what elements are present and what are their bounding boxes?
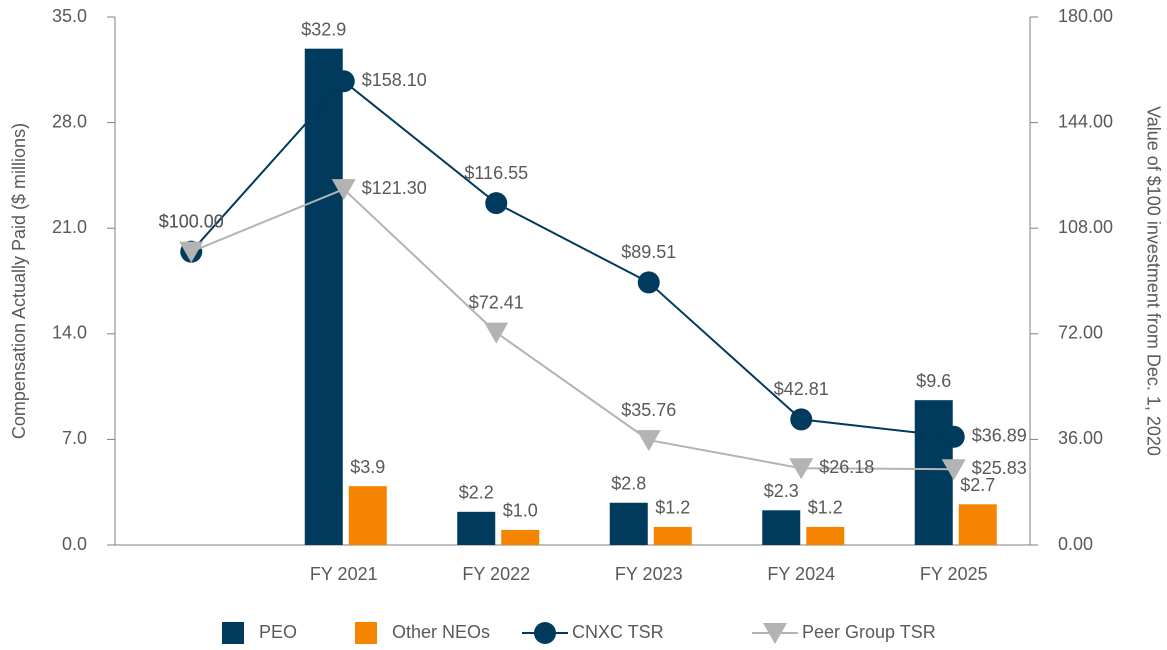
marker <box>484 322 509 344</box>
bar-value-label: $1.0 <box>503 501 538 521</box>
y-tick-label: 7.0 <box>62 428 87 448</box>
line-value-label: $158.10 <box>362 70 427 90</box>
bar-value-label: $32.9 <box>301 19 346 39</box>
y2-tick-label: 0.00 <box>1058 534 1093 554</box>
marker <box>941 459 966 481</box>
bar <box>609 502 648 545</box>
y-tick-label: 28.0 <box>52 111 87 131</box>
x-tick-label: FY 2022 <box>462 564 530 584</box>
legend-label: Peer Group TSR <box>802 622 936 642</box>
legend-marker <box>534 622 556 644</box>
marker <box>331 179 356 201</box>
bar-value-label: $2.2 <box>459 483 494 503</box>
legend-swatch <box>222 622 244 644</box>
line-value-label: $121.30 <box>362 178 427 198</box>
y2-tick-label: 72.00 <box>1058 323 1103 343</box>
x-tick-label: FY 2025 <box>920 564 988 584</box>
bar-value-label: $9.6 <box>916 371 951 391</box>
line-value-label: $25.83 <box>972 458 1027 478</box>
legend-label: PEO <box>259 622 297 642</box>
y-tick-label: 35.0 <box>52 6 87 26</box>
bar <box>348 486 387 545</box>
y-tick-label: 14.0 <box>52 323 87 343</box>
y-tick-label: 0.0 <box>62 534 87 554</box>
bar-value-label: $1.2 <box>655 498 690 518</box>
bar <box>806 526 845 545</box>
marker <box>942 425 965 448</box>
bar-value-label: $2.3 <box>764 481 799 501</box>
y2-tick-label: 108.00 <box>1058 217 1113 237</box>
line-value-label: $26.18 <box>819 457 874 477</box>
bar-value-label: $1.2 <box>808 498 843 518</box>
bar <box>762 510 801 545</box>
marker <box>332 70 355 93</box>
marker <box>637 271 660 294</box>
y2-tick-label: 36.00 <box>1058 428 1103 448</box>
line-value-label: $42.81 <box>774 379 829 399</box>
line-value-label: $100.00 <box>159 211 224 231</box>
line <box>190 188 954 471</box>
bar <box>914 400 953 545</box>
x-tick-label: FY 2024 <box>767 564 835 584</box>
line-value-label: $116.55 <box>464 163 528 183</box>
line <box>190 79 954 438</box>
y2-tick-label: 180.00 <box>1058 6 1113 26</box>
y-tick-label: 21.0 <box>52 217 87 237</box>
line-value-label: $36.89 <box>972 426 1027 446</box>
y2-tick-label: 144.00 <box>1058 111 1113 131</box>
legend-label: Other NEOs <box>392 622 490 642</box>
marker <box>179 241 204 263</box>
marker <box>636 430 661 452</box>
bar <box>457 511 496 545</box>
marker <box>485 192 508 215</box>
legend-label: CNXC TSR <box>572 622 664 642</box>
x-tick-label: FY 2021 <box>310 564 378 584</box>
bar-value-label: $2.8 <box>611 474 646 494</box>
bar-value-label: $3.9 <box>350 457 385 477</box>
marker <box>790 408 813 431</box>
legend-marker <box>763 623 787 644</box>
marker <box>789 458 814 480</box>
line-value-label: $100.00 <box>159 211 224 231</box>
bar-value-label: $2.7 <box>960 475 995 495</box>
legend-swatch <box>355 622 377 644</box>
y2-axis-title: Value of $100 investment from Dec. 1, 20… <box>1143 106 1163 456</box>
bar <box>501 529 540 545</box>
bar <box>304 48 343 546</box>
bar <box>653 526 692 545</box>
y-axis-title: Compensation Actually Paid ($ millions) <box>9 123 29 439</box>
x-tick-label: FY 2023 <box>615 564 683 584</box>
line-value-label: $72.41 <box>469 292 524 312</box>
bar <box>958 504 997 545</box>
line-value-label: $89.51 <box>621 242 676 262</box>
line-value-label: $35.76 <box>621 400 676 420</box>
